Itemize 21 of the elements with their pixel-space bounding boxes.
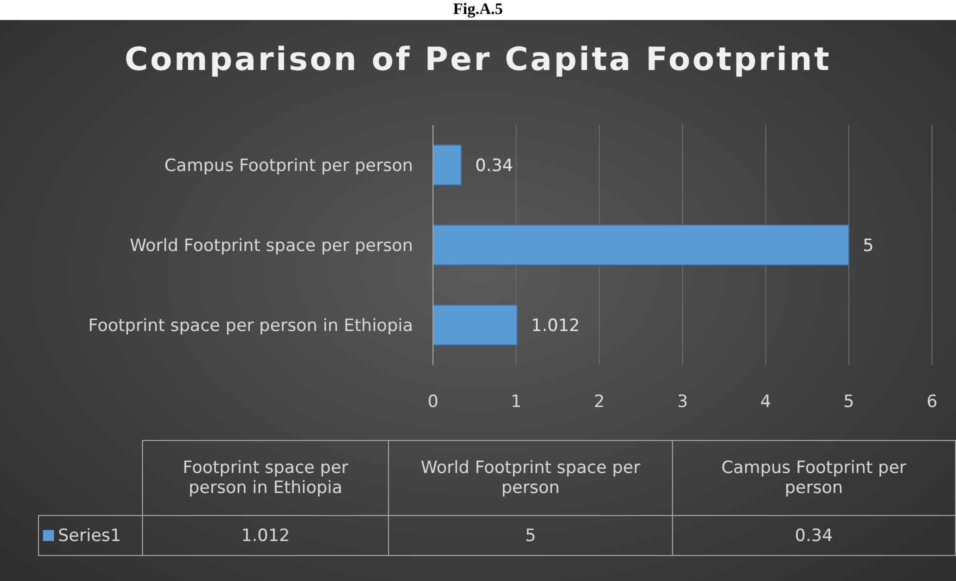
x-tick-label: 3 (677, 392, 688, 412)
x-tick-label: 4 (760, 392, 772, 412)
y-tick-label: Campus Footprint per person (164, 156, 413, 176)
x-tick-label: 5 (843, 392, 854, 412)
text: Series1 (38, 516, 142, 556)
y-tick-label: Footprint space per person in Ethiopia (88, 316, 413, 336)
x-tick-label: 1 (510, 392, 522, 412)
text: Fig.A.5 (453, 1, 503, 18)
category-label: World Footprint space per person (420, 458, 640, 498)
text: 0.34 (794, 526, 833, 546)
text: 5 (525, 526, 536, 546)
data-label: 5 (862, 236, 874, 256)
x-tick-label: 6 (926, 392, 938, 412)
text: 1.012 (241, 526, 290, 546)
data-label: 0.34 (475, 156, 514, 176)
data-label: 1.012 (531, 316, 580, 336)
x-tick-label: 2 (594, 392, 605, 412)
x-tick-label: 0 (428, 392, 438, 412)
chart-title: Comparison of Per Capita Footprint (124, 40, 832, 78)
y-tick-label: World Footprint space per person (130, 236, 413, 256)
category-label: Campus Footprint per person (721, 458, 906, 498)
